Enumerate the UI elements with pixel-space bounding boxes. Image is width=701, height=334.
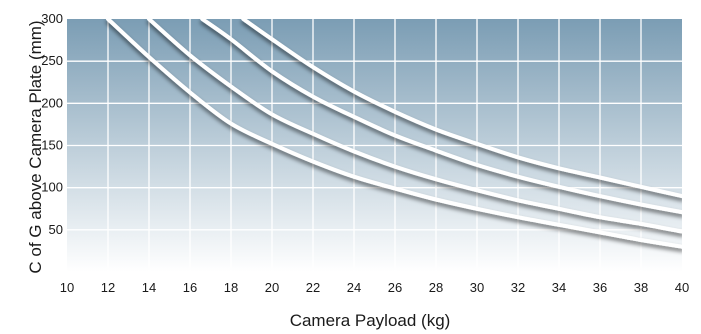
- x-tick-label: 20: [265, 280, 279, 295]
- x-axis-ticks: 10 12 14 16 18 20 22 24 26 28 30 32 34 36 38 40: [60, 280, 689, 295]
- x-axis-title: Camera Payload (kg): [290, 311, 451, 330]
- x-tick-label: 22: [306, 280, 320, 295]
- x-tick-label: 12: [101, 280, 115, 295]
- x-tick-label: 38: [634, 280, 648, 295]
- y-tick-label: 100: [41, 180, 63, 195]
- series-line-2: [147, 19, 682, 234]
- x-tick-label: 30: [470, 280, 484, 295]
- series-line-4: [241, 19, 682, 199]
- x-tick-label: 26: [388, 280, 402, 295]
- y-tick-label: 200: [41, 95, 63, 110]
- x-tick-label: 24: [347, 280, 361, 295]
- y-axis-ticks: 50 100 150 200 250 300: [41, 11, 63, 237]
- x-tick-label: 32: [511, 280, 525, 295]
- y-tick-label: 300: [41, 11, 63, 26]
- x-tick-label: 14: [142, 280, 156, 295]
- x-tick-label: 16: [183, 280, 197, 295]
- x-tick-label: 10: [60, 280, 74, 295]
- y-tick-label: 150: [41, 138, 63, 153]
- series-line-1: [106, 19, 682, 249]
- curves: [106, 19, 682, 249]
- series-line-3: [200, 19, 682, 215]
- y-axis-title: C of G above Camera Plate (mm): [26, 20, 45, 273]
- x-tick-label: 40: [675, 280, 689, 295]
- x-tick-label: 28: [429, 280, 443, 295]
- x-tick-label: 34: [552, 280, 566, 295]
- y-tick-label: 250: [41, 53, 63, 68]
- x-tick-label: 18: [224, 280, 238, 295]
- x-tick-label: 36: [593, 280, 607, 295]
- y-tick-label: 50: [49, 222, 63, 237]
